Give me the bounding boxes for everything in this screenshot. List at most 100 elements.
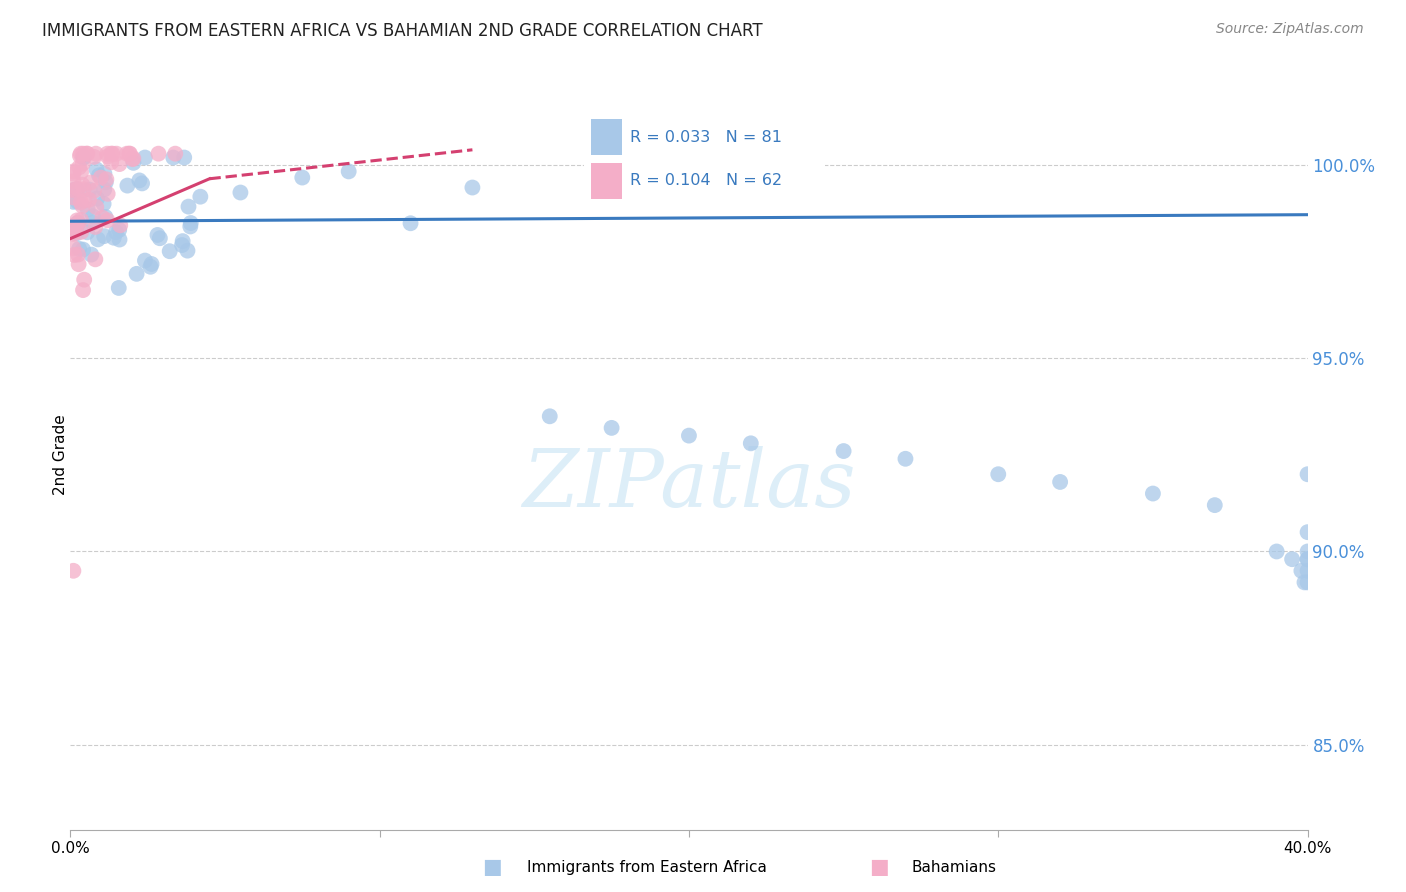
Point (83, 150, 105, 164)
Point (93, 197, 115, 211)
Bar (591, 162, 623, 199)
Point (62, 183, 84, 197)
Point (101, 146, 124, 161)
Point (66, 213, 89, 227)
Point (159, 244, 181, 259)
Point (70, 213, 93, 227)
Point (1142, 486, 1164, 500)
Point (84, 146, 107, 161)
Point (1296, 552, 1319, 566)
Point (93, 182, 115, 196)
Point (84, 200, 107, 214)
Text: Source: ZipAtlas.com: Source: ZipAtlas.com (1216, 22, 1364, 37)
Point (76, 202, 98, 217)
Point (62, 164, 84, 178)
Point (170, 238, 193, 252)
Point (62, 564, 84, 578)
Point (90, 170, 112, 185)
Text: ■: ■ (482, 857, 502, 877)
Point (107, 281, 129, 295)
Point (461, 180, 484, 194)
Point (84, 219, 107, 234)
Point (79, 176, 101, 190)
Point (134, 253, 156, 268)
Point (62, 174, 84, 188)
Point (122, 152, 145, 166)
Point (1294, 575, 1316, 590)
Point (62, 225, 84, 239)
Point (987, 467, 1010, 482)
Point (108, 223, 131, 237)
Point (108, 157, 131, 171)
Point (96, 172, 118, 186)
Point (67, 257, 90, 271)
Point (162, 151, 184, 165)
Point (62, 219, 84, 233)
Point (1265, 544, 1288, 558)
Point (69, 146, 91, 161)
Point (91, 211, 114, 225)
Point (122, 156, 145, 170)
Point (93, 229, 115, 244)
Point (172, 234, 194, 248)
Point (86, 162, 108, 177)
Point (894, 451, 917, 466)
Point (76, 146, 98, 161)
Point (67, 161, 90, 175)
Point (229, 186, 252, 200)
Point (66, 216, 89, 230)
Point (173, 151, 195, 165)
Point (67, 216, 90, 230)
Point (399, 216, 422, 230)
Point (141, 257, 163, 271)
Point (291, 170, 314, 185)
Text: ■: ■ (869, 857, 889, 877)
Point (100, 155, 122, 169)
Point (105, 225, 128, 239)
Point (72, 243, 94, 257)
Point (105, 146, 128, 161)
Point (177, 200, 200, 214)
Point (62, 167, 84, 181)
Point (62, 190, 84, 204)
Point (66, 247, 89, 261)
Point (66, 182, 89, 196)
Point (179, 219, 201, 234)
Point (66, 216, 89, 230)
Point (72, 156, 94, 170)
Point (134, 151, 156, 165)
Point (87, 232, 110, 246)
Point (1296, 467, 1319, 482)
Point (110, 219, 132, 233)
Point (125, 267, 148, 281)
Point (70, 178, 93, 192)
Point (97, 149, 120, 163)
Point (131, 177, 153, 191)
Point (72, 151, 94, 165)
Point (1291, 564, 1313, 578)
Text: R = 0.033   N = 81: R = 0.033 N = 81 (630, 130, 782, 145)
Point (1204, 498, 1226, 512)
Point (63, 248, 86, 262)
Point (76, 146, 98, 161)
Point (79, 182, 101, 196)
Point (96, 146, 118, 161)
Point (65, 218, 87, 232)
Point (62, 194, 84, 209)
Point (94, 210, 117, 224)
Point (149, 231, 172, 245)
Point (66, 194, 89, 209)
Point (83, 184, 105, 198)
Point (82, 209, 104, 223)
Point (62, 224, 84, 238)
Point (100, 146, 122, 161)
Point (538, 409, 561, 424)
Point (118, 146, 141, 161)
Point (337, 164, 360, 178)
Point (72, 182, 94, 196)
Point (128, 173, 150, 187)
Point (76, 225, 98, 239)
Point (73, 194, 96, 208)
Point (65, 182, 87, 196)
Point (65, 221, 87, 235)
